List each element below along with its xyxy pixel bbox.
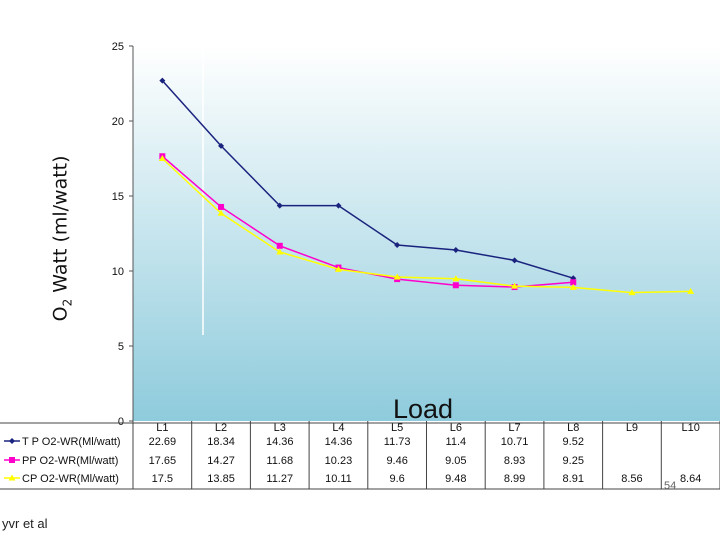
data-point — [394, 242, 401, 249]
y-tick-label: 10 — [112, 266, 124, 278]
data-label: 11.73 — [384, 436, 411, 448]
legend-entry: T P O2-WR(Ml/watt) — [22, 436, 121, 448]
data-point — [569, 283, 577, 290]
data-label: 11.4 — [446, 436, 467, 448]
data-label: 14.36 — [325, 436, 353, 448]
data-point — [276, 248, 284, 255]
x-tick-label: L10 — [681, 422, 699, 434]
data-label: 9.05 — [445, 455, 466, 467]
x-tick-label: L2 — [215, 422, 227, 434]
data-point — [159, 77, 166, 84]
data-label: 11.68 — [266, 455, 293, 467]
data-point — [570, 279, 577, 286]
data-label: 10.23 — [325, 455, 353, 467]
data-label: 8.64 — [680, 473, 701, 485]
legend-key-marker — [9, 438, 15, 444]
data-point — [335, 202, 342, 209]
legend-entry: PP O2-WR(Ml/watt) — [22, 455, 118, 467]
data-label: 9.6 — [390, 473, 405, 485]
series-lines — [158, 77, 695, 296]
data-label: 9.25 — [563, 455, 584, 467]
x-tick-label: L3 — [274, 422, 286, 434]
series-line-2 — [161, 157, 691, 294]
data-label: 8.93 — [504, 455, 525, 467]
data-label: 17.65 — [149, 455, 177, 467]
data-label: 22.69 — [149, 436, 177, 448]
data-point — [334, 265, 342, 272]
x-tick-label: L5 — [391, 422, 403, 434]
data-point — [218, 203, 225, 210]
y-tick-label: 0 — [118, 416, 124, 428]
plot-area — [133, 46, 720, 421]
x-axis-label: Load — [393, 394, 454, 424]
y-axis: 0 5 10 15 20 25 — [112, 41, 134, 428]
data-label: 9.52 — [563, 436, 584, 448]
data-point — [511, 282, 519, 289]
data-label: 10.11 — [325, 473, 352, 485]
data-point — [218, 142, 225, 149]
data-label: 8.91 — [563, 473, 584, 485]
y-tick-label: 5 — [118, 341, 124, 353]
legend-key-marker — [8, 474, 16, 481]
data-table: L1 L2 L3 L4 L5 L6 L7 L8 L9 L10 T P O2-WR(Ml/watt) 2… — [0, 421, 720, 490]
data-label: 18.34 — [207, 436, 235, 448]
data-label: 11.27 — [266, 473, 293, 485]
series-line-0 — [161, 80, 574, 279]
data-point — [276, 242, 283, 249]
data-point — [158, 155, 166, 161]
data-label: 14.36 — [266, 436, 294, 448]
x-tick-label: L6 — [450, 422, 462, 434]
data-point — [452, 275, 460, 282]
data-label: 17.5 — [152, 473, 173, 485]
data-point — [452, 247, 459, 253]
data-point — [687, 287, 695, 294]
data-label: 14.27 — [207, 455, 235, 467]
data-point — [511, 257, 518, 264]
data-point — [628, 289, 636, 296]
data-label: 9.48 — [445, 473, 466, 485]
page-number: 54 — [664, 480, 677, 492]
legend-key-marker — [9, 457, 15, 463]
x-tick-label: L8 — [567, 422, 579, 434]
x-tick-label: L4 — [332, 422, 344, 434]
y-tick-label: 20 — [112, 116, 124, 128]
data-point — [452, 282, 459, 289]
data-point — [217, 209, 225, 216]
data-label: 13.85 — [207, 473, 235, 485]
data-label: 9.46 — [386, 455, 407, 467]
x-tick-label: L7 — [508, 422, 520, 434]
data-label: 8.56 — [621, 473, 642, 485]
y-tick-label: 15 — [112, 191, 124, 203]
x-tick-label: L9 — [626, 422, 638, 434]
legend-entry: CP O2-WR(Ml/watt) — [22, 473, 119, 485]
data-point — [393, 273, 401, 280]
x-tick-label: L1 — [156, 422, 168, 434]
data-point — [276, 202, 283, 209]
y-tick-label: 25 — [112, 41, 124, 53]
data-label: 8.99 — [504, 473, 525, 485]
data-label: 10.71 — [501, 436, 529, 448]
y-axis-label: O2 Watt (ml/watt) — [49, 155, 75, 322]
author-credit: yvr et al — [2, 516, 48, 531]
